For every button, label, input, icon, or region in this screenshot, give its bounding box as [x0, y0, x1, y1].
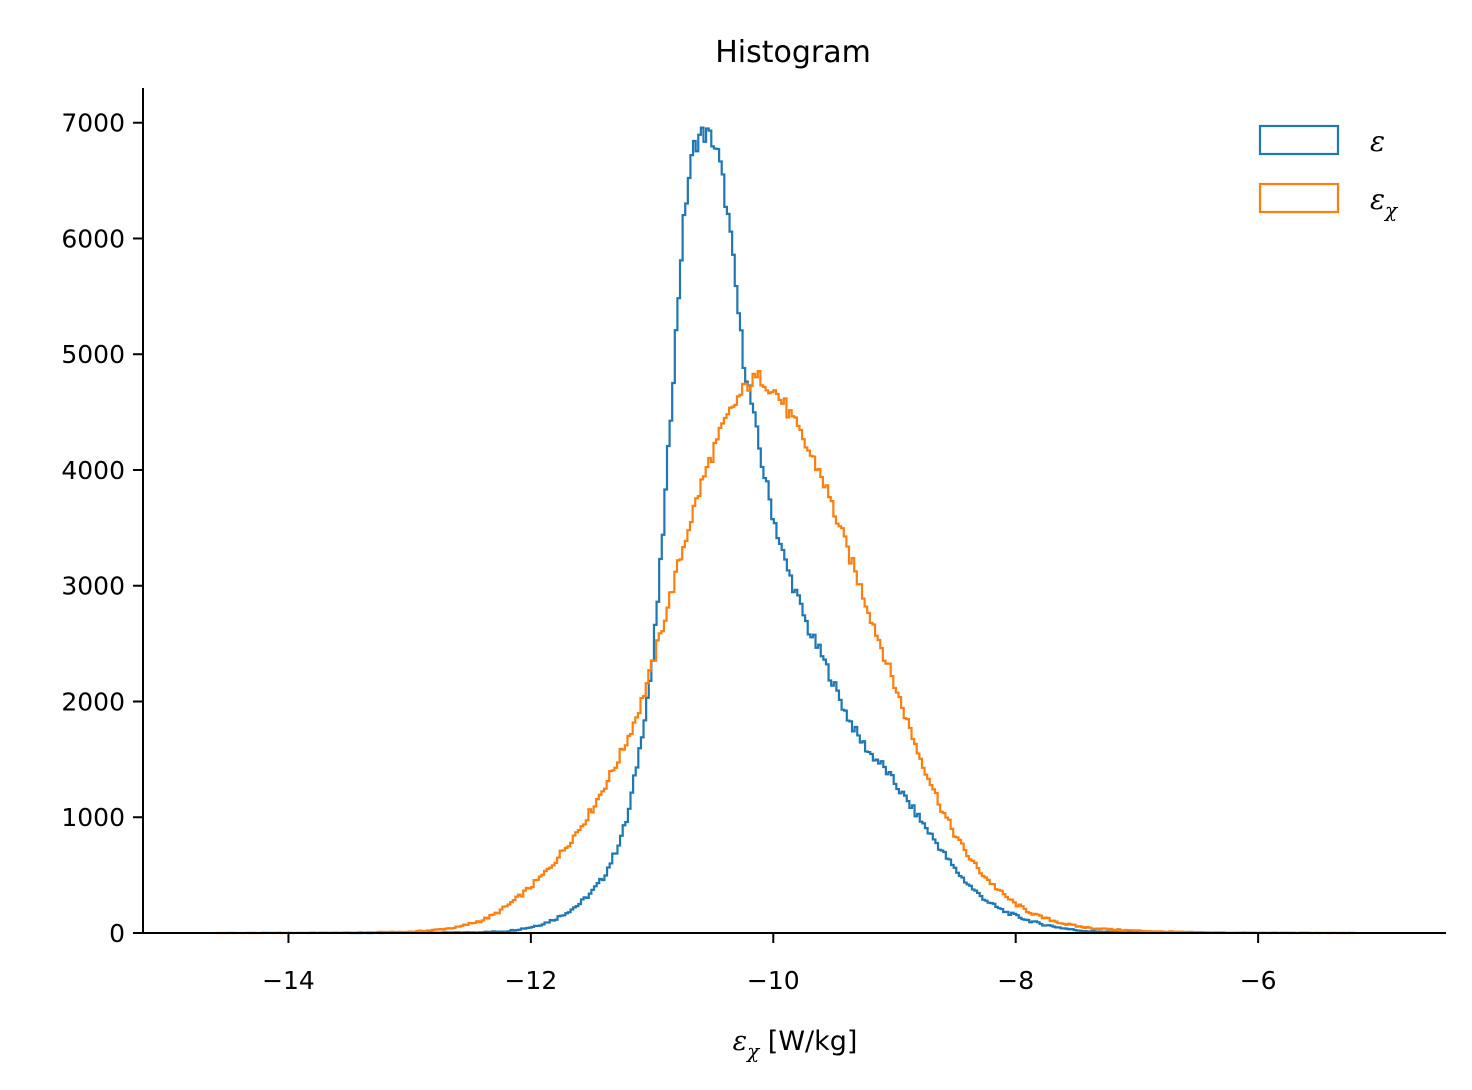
y-tick-label: 2000 [61, 687, 125, 716]
series-layer [215, 126, 1357, 935]
y-tick-label: 1000 [61, 803, 125, 832]
x-axis-label-symbol: ε [733, 1026, 748, 1057]
chart-title: Histogram [715, 35, 871, 70]
legend-swatch-1 [1258, 124, 1340, 156]
y-ticks: 0 1000 2000 3000 4000 5000 6000 7000 [61, 109, 143, 948]
legend-swatch-2 [1258, 182, 1340, 214]
y-tick-label: 0 [109, 919, 125, 948]
series-line-1 [349, 126, 1163, 935]
y-tick-label: 5000 [61, 340, 125, 369]
legend-label-2: εχ [1370, 183, 1399, 222]
x-axis-label-subscript: χ [745, 1039, 761, 1063]
x-tick-label: −6 [1240, 966, 1277, 995]
x-ticks: −14 −12 −10 −8 −6 [262, 933, 1277, 995]
legend-label-1: ε [1370, 125, 1385, 158]
x-axis-label: εχ [W/kg] [733, 1026, 858, 1063]
x-axis-label-unit: [W/kg] [759, 1026, 857, 1057]
x-tick-label: −8 [997, 966, 1034, 995]
y-tick-label: 4000 [61, 456, 125, 485]
x-tick-label: −14 [262, 966, 315, 995]
x-tick-label: −12 [504, 966, 557, 995]
series-line-2 [215, 369, 1357, 935]
y-tick-label: 3000 [61, 572, 125, 601]
y-tick-label: 6000 [61, 224, 125, 253]
legend: ε εχ [1258, 124, 1399, 222]
y-tick-label: 7000 [61, 109, 125, 138]
x-tick-label: −10 [747, 966, 800, 995]
